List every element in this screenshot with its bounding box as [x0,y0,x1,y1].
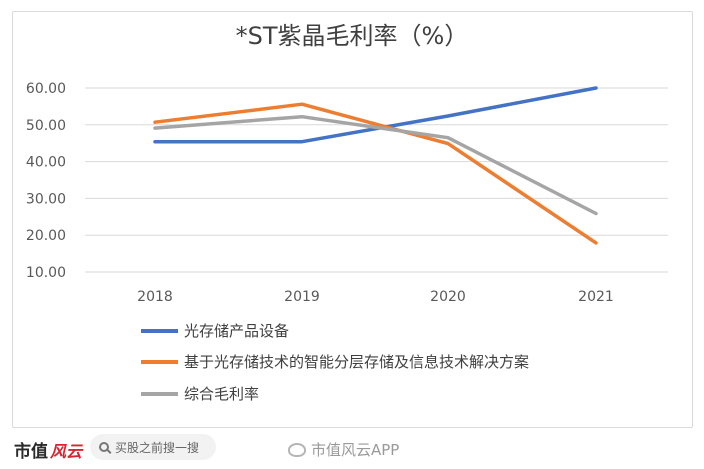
chart-title: *ST紫晶毛利率（%） [235,22,469,50]
x-axis-ticks: 2018 2019 2020 2021 [137,289,614,305]
weibo-icon [288,442,306,457]
y-tick-label: 20.00 [26,228,66,244]
brand-logo[interactable]: 市值 风云 [14,437,82,462]
y-tick-label: 50.00 [26,118,66,134]
chart-card [12,11,693,428]
search-box[interactable]: 买股之前搜一搜 [90,434,216,460]
legend-label: 光存储产品设备 [184,322,289,340]
series-line-3 [153,114,598,216]
series-lines [153,86,598,245]
gridlines [85,87,668,273]
series-line-2 [153,102,598,245]
footer-bar: 市值 风云 买股之前搜一搜 市值风云APP [0,430,704,469]
y-tick-label: 40.00 [26,155,66,171]
x-tick-label: 2020 [430,289,466,305]
x-tick-label: 2019 [284,289,320,305]
search-placeholder: 买股之前搜一搜 [115,440,200,455]
y-tick-label: 10.00 [26,265,66,281]
x-tick-label: 2021 [578,289,614,305]
y-axis-ticks: 60.00 50.00 40.00 30.00 20.00 10.00 [26,81,66,281]
brand-text: 市值 [14,442,48,462]
legend-label: 基于光存储技术的智能分层存储及信息技术解决方案 [184,353,529,371]
brand-script-text: 风云 [50,442,83,461]
y-tick-label: 60.00 [26,81,66,97]
search-icon [99,442,109,452]
weibo-label: 市值风云APP [311,441,400,459]
y-tick-label: 30.00 [26,191,66,207]
legend-label: 综合毛利率 [184,385,259,403]
x-tick-label: 2018 [137,289,173,305]
weibo-account: 市值风云APP [288,439,399,460]
